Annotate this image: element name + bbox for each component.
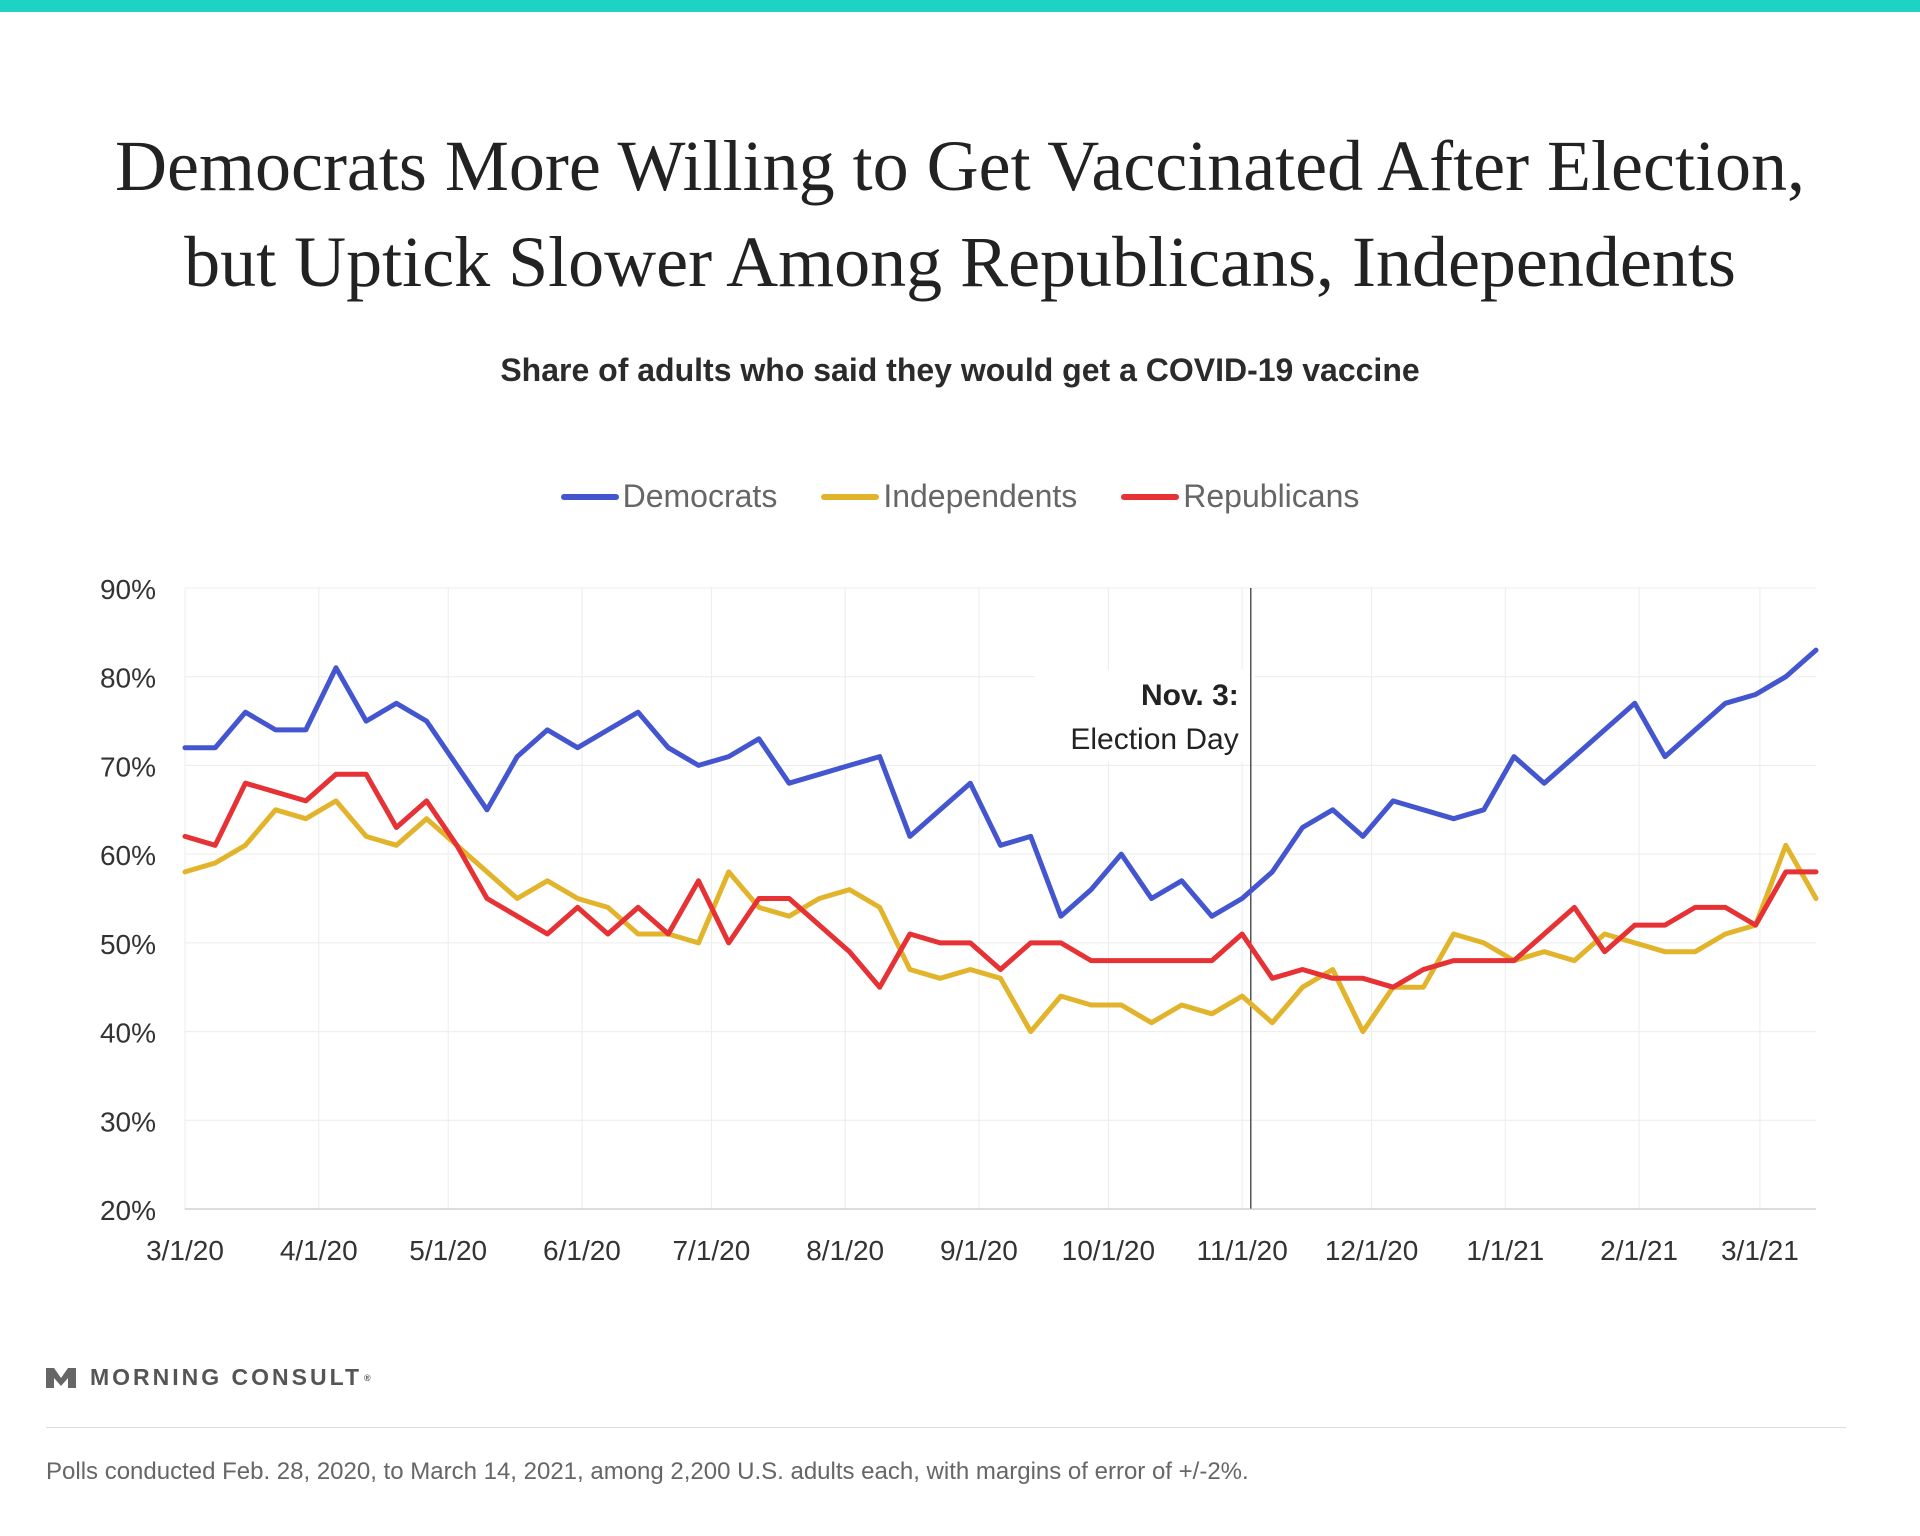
y-tick-label: 70% bbox=[100, 751, 156, 782]
annotation-background bbox=[1035, 670, 1255, 762]
x-tick-label: 8/1/20 bbox=[806, 1235, 884, 1266]
x-tick-label: 7/1/20 bbox=[672, 1235, 750, 1266]
y-tick-label: 20% bbox=[100, 1195, 156, 1226]
legend: Democrats Independents Republicans bbox=[0, 478, 1920, 515]
x-tick-label: 2/1/21 bbox=[1600, 1235, 1678, 1266]
morning-consult-logo-icon bbox=[46, 1367, 76, 1388]
legend-item-democrats: Democrats bbox=[560, 478, 778, 515]
series-line-republicans bbox=[182, 771, 1819, 990]
x-tick-label: 4/1/20 bbox=[280, 1235, 358, 1266]
x-tick-label: 5/1/20 bbox=[409, 1235, 487, 1266]
x-tick-label: 6/1/20 bbox=[543, 1235, 621, 1266]
chart-title-line-1: Democrats More Willing to Get Vaccinated… bbox=[115, 126, 1805, 206]
x-tick-label: 11/1/20 bbox=[1196, 1235, 1287, 1266]
y-tick-label: 30% bbox=[100, 1106, 156, 1137]
legend-label-democrats: Democrats bbox=[622, 478, 778, 514]
legend-swatch-independents bbox=[821, 493, 880, 500]
y-tick-label: 50% bbox=[100, 929, 156, 960]
series-line-independents bbox=[182, 798, 1819, 1035]
footer-divider bbox=[46, 1427, 1846, 1428]
annotation-title: Nov. 3: bbox=[1141, 679, 1239, 712]
annotation-label: Election Day bbox=[1070, 723, 1238, 756]
series-line-democrats bbox=[182, 647, 1819, 919]
legend-item-independents: Independents bbox=[821, 478, 1077, 515]
legend-label-independents: Independents bbox=[883, 478, 1078, 514]
legend-item-republicans: Republicans bbox=[1121, 478, 1359, 515]
x-tick-label: 12/1/20 bbox=[1325, 1235, 1418, 1266]
brand-logo: MORNING CONSULT ® bbox=[46, 1364, 371, 1391]
footnote: Polls conducted Feb. 28, 2020, to March … bbox=[46, 1458, 1249, 1485]
x-tick-label: 3/1/20 bbox=[146, 1235, 224, 1266]
y-tick-label: 80% bbox=[100, 663, 156, 694]
y-tick-label: 60% bbox=[100, 840, 156, 871]
y-tick-label: 90% bbox=[100, 574, 156, 605]
x-tick-label: 9/1/20 bbox=[940, 1235, 1018, 1266]
top-accent-bar bbox=[0, 0, 1920, 12]
legend-label-republicans: Republicans bbox=[1183, 478, 1360, 514]
x-tick-label: 1/1/21 bbox=[1466, 1235, 1544, 1266]
brand-name: MORNING CONSULT bbox=[90, 1364, 363, 1390]
x-tick-label: 3/1/21 bbox=[1721, 1235, 1799, 1266]
x-tick-label: 10/1/20 bbox=[1062, 1235, 1155, 1266]
y-tick-label: 40% bbox=[100, 1018, 156, 1049]
legend-swatch-republicans bbox=[1121, 493, 1180, 500]
chart-title: Democrats More Willing to Get Vaccinated… bbox=[0, 118, 1920, 310]
chart-subtitle: Share of adults who said they would get … bbox=[500, 352, 1420, 388]
chart-title-line-2: but Uptick Slower Among Republicans, Ind… bbox=[184, 222, 1736, 302]
brand-trademark: ® bbox=[364, 1372, 371, 1383]
legend-swatch-democrats bbox=[560, 493, 619, 500]
